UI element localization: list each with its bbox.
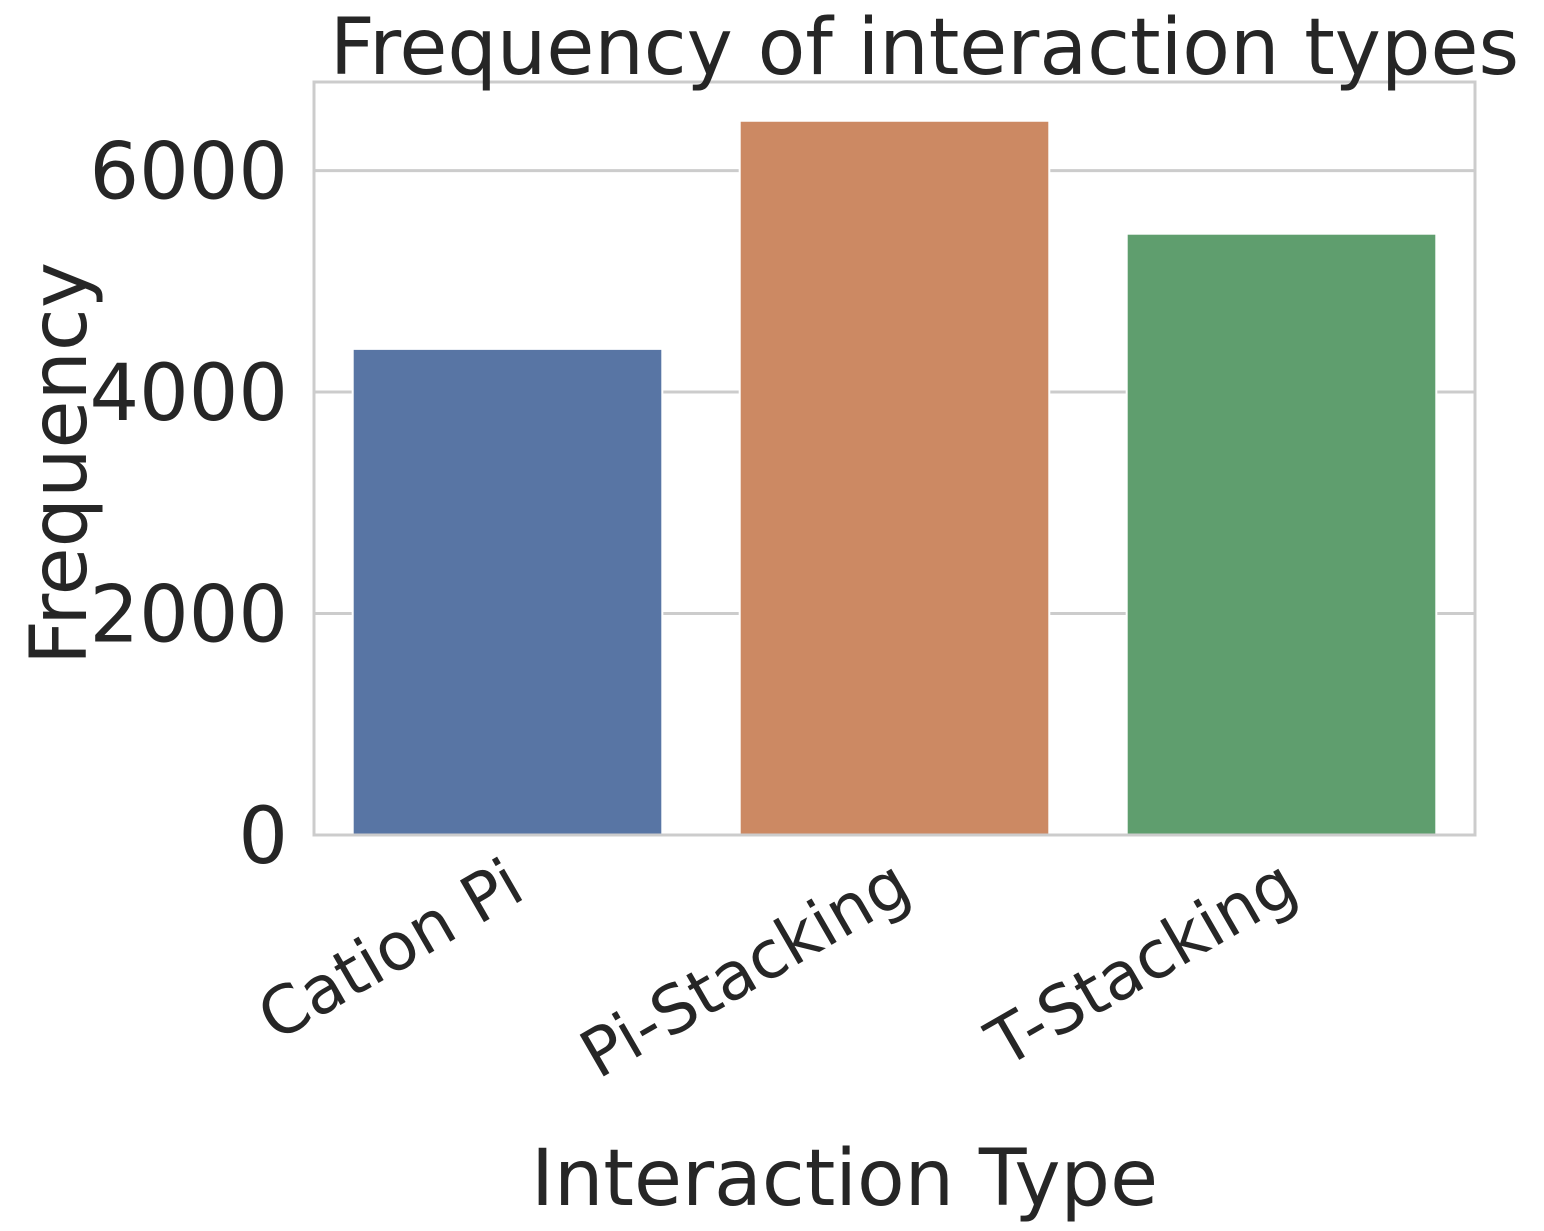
y-tick-label: 0 bbox=[238, 792, 288, 882]
y-tick-label: 6000 bbox=[89, 128, 288, 218]
y-tick-labels: 0 2000 4000 6000 bbox=[89, 128, 288, 882]
y-tick-label: 4000 bbox=[89, 349, 288, 439]
bar-t-stacking bbox=[1125, 232, 1438, 837]
y-axis-label: Frequency bbox=[15, 262, 105, 665]
plot-frame bbox=[312, 80, 1477, 837]
bars bbox=[351, 119, 1438, 837]
x-axis-label: Interaction Type bbox=[531, 1134, 1158, 1224]
chart-title: Frequency of interaction types bbox=[330, 3, 1519, 93]
bar-cation-pi bbox=[351, 347, 664, 836]
bar-pi-stacking bbox=[738, 119, 1051, 837]
y-tick-label: 2000 bbox=[89, 571, 288, 661]
